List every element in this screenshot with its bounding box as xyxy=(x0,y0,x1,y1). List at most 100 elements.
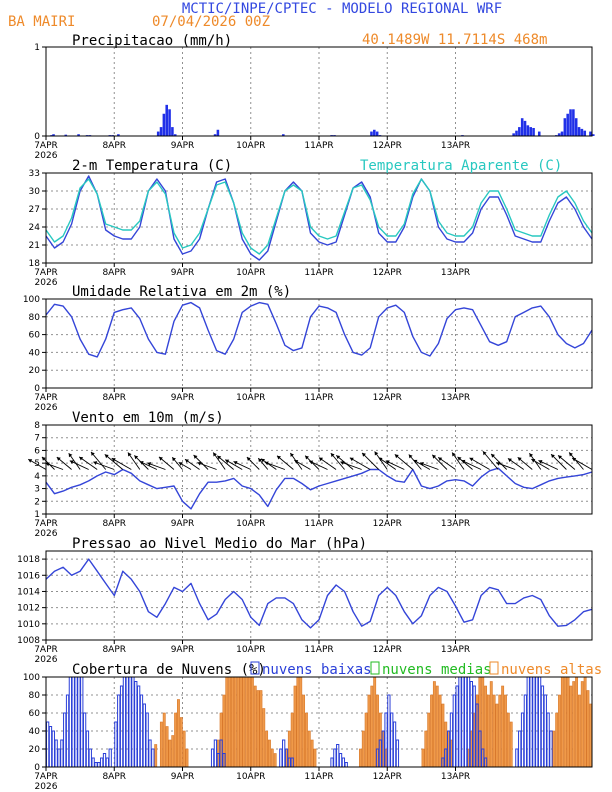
y-tick-label: 40 xyxy=(29,727,41,737)
series-line-primary xyxy=(45,301,593,358)
wind-arrow xyxy=(93,461,115,470)
precip-bar xyxy=(537,131,541,136)
x-tick-label: 9APR xyxy=(171,645,195,655)
x-axis-year: 2026 xyxy=(35,529,58,539)
wind-arrow xyxy=(69,460,89,470)
wind-arrow-head xyxy=(225,459,230,464)
precip-bar xyxy=(52,134,55,136)
wind-arrow-head xyxy=(394,454,399,459)
x-tick-label: 11APR xyxy=(304,772,333,782)
wind-arrow-shaft xyxy=(550,453,567,470)
wind-arrow xyxy=(482,450,499,470)
cloud-bar-low xyxy=(82,712,87,768)
x-tick-label: 13APR xyxy=(441,645,470,655)
cloud-bar-high xyxy=(560,676,564,768)
cloud-bar-low xyxy=(455,685,459,768)
wind-arrow-shaft xyxy=(461,459,482,470)
wind-arrow-head xyxy=(277,455,281,460)
wind-arrow-head xyxy=(147,462,152,466)
wind-arrow xyxy=(276,455,294,470)
cloud-bar-low xyxy=(344,762,348,768)
y-tick-label: 1008 xyxy=(17,636,40,646)
wind-arrow xyxy=(147,462,166,470)
wind-arrow-shaft xyxy=(90,451,107,470)
wind-arrow-head xyxy=(336,455,341,460)
cloud-bar-high xyxy=(552,730,556,768)
precip-bar xyxy=(213,134,217,136)
cloud-bar-low xyxy=(535,676,539,768)
wind-arrow-head xyxy=(319,457,323,462)
wind-arrow-head xyxy=(197,461,202,466)
cloud-bar-high xyxy=(361,730,365,768)
wind-arrow xyxy=(461,459,482,470)
wind-arrow xyxy=(531,458,550,470)
cloud-bars xyxy=(46,676,593,768)
cloud-bar-low xyxy=(145,712,149,768)
x-axis-year: 2026 xyxy=(35,655,58,665)
cloud-bar-low xyxy=(549,730,553,768)
yticks-wind: 1 2 3 4 5 6 7 8 xyxy=(34,421,46,520)
wind-arrow-shaft xyxy=(276,455,294,470)
wind-arrow-shaft xyxy=(469,457,490,470)
pressure-line xyxy=(45,558,593,629)
wind-arrow-head xyxy=(531,459,536,463)
yticks-pressure: 1008 1010 1012 1014 1016 1018 xyxy=(17,555,46,646)
y-tick-label: 4 xyxy=(34,472,40,482)
y-tick-label: 0 xyxy=(34,384,40,394)
x-tick-label: 10APR xyxy=(236,645,265,655)
cloud-bar-high xyxy=(432,681,436,768)
cloud-bar-high xyxy=(307,730,311,768)
precip-bar xyxy=(526,125,530,136)
cloud-bar-low xyxy=(452,694,456,768)
wind-arrow xyxy=(437,457,456,470)
wind-arrow xyxy=(469,457,490,470)
wind-arrow xyxy=(90,451,107,470)
cloud-bar-high xyxy=(501,685,505,768)
wind-arrow xyxy=(538,460,559,470)
y-tick-label: 1010 xyxy=(17,620,40,630)
y-tick-label: 8 xyxy=(34,421,40,431)
precip-bar xyxy=(592,134,595,136)
cloud-bar-high xyxy=(182,730,186,768)
cloud-bar-high xyxy=(165,726,169,768)
wind-arrow-shaft xyxy=(28,458,47,470)
cloud-bar-low xyxy=(60,739,64,768)
header-title: MCTIC/INPE/CPTEC - MODELO REGIONAL WRF xyxy=(182,1,502,17)
wind-arrow xyxy=(571,457,593,470)
precip-bar xyxy=(589,131,592,136)
x-tick-label: 8APR xyxy=(102,268,126,278)
wind-arrow-shaft xyxy=(349,457,371,470)
precip-bars xyxy=(50,104,595,136)
y-tick-label: 2 xyxy=(34,497,40,507)
title-humidity: Umidade Relativa em 2m (%) xyxy=(72,284,291,300)
x-tick-label: 11APR xyxy=(304,141,333,151)
wind-arrow xyxy=(330,452,345,470)
cloud-bar-high xyxy=(225,676,229,768)
precip-bar xyxy=(159,127,163,136)
wind-arrow-head xyxy=(56,457,61,461)
cloud-bar-high xyxy=(569,685,573,768)
cloud-bar-high xyxy=(566,676,570,768)
wind-arrow-head xyxy=(413,459,418,464)
wind-arrow-shaft xyxy=(335,455,354,470)
panel-clouds: Cobertura de Nuvens (%) nuvens baixas nu… xyxy=(23,661,602,792)
grid-humidity xyxy=(46,299,592,388)
precip-bar xyxy=(572,109,575,136)
wind-arrow xyxy=(431,454,448,470)
cloud-bar-low xyxy=(518,730,522,768)
title-temp: 2-m Temperatura (C) xyxy=(72,158,232,174)
x-tick-label: 10APR xyxy=(236,141,265,151)
legend-mid-clouds: nuvens medias xyxy=(382,662,492,678)
x-tick-label: 12APR xyxy=(373,519,402,529)
legend-apparent-temp: Temperatura Aparente (C) xyxy=(360,158,562,174)
cloud-bar-high xyxy=(299,676,303,768)
cloud-bar-low xyxy=(279,748,283,768)
cloud-bar-low xyxy=(119,685,124,768)
precip-bar xyxy=(156,131,160,136)
y-tick-label: 20 xyxy=(29,745,41,755)
y-tick-label: 33 xyxy=(29,169,40,179)
cloud-bar-low xyxy=(532,676,536,768)
wind-arrow-head xyxy=(261,458,265,463)
cloud-bar-high xyxy=(304,712,308,768)
